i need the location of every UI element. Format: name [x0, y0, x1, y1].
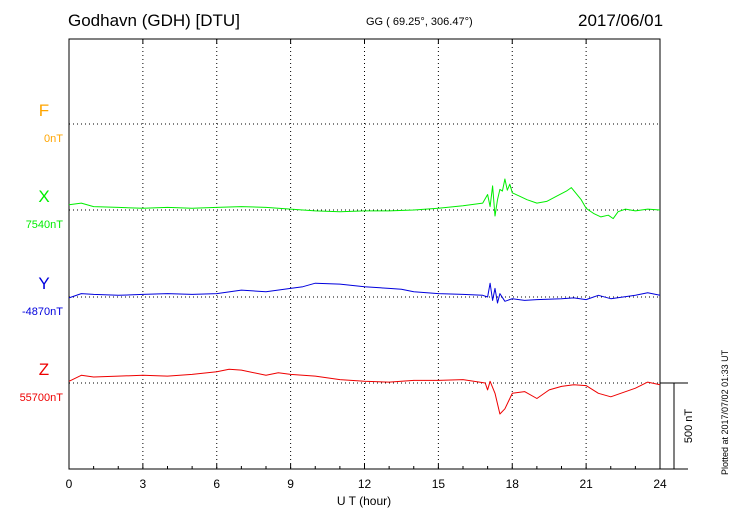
channel-letter-f: F — [39, 101, 49, 120]
series-line-z — [68, 368, 661, 415]
channel-baseline-f: 0nT — [44, 133, 63, 145]
grid-layer — [69, 39, 660, 469]
scale-bar: 500 nT — [660, 382, 695, 470]
date-label: 2017/06/01 — [578, 11, 664, 30]
series-line-y — [68, 282, 661, 304]
x-tick-label: 3 — [140, 477, 147, 491]
x-axis-label: U T (hour) — [337, 494, 391, 508]
x-tick-label: 15 — [432, 477, 446, 491]
x-tick-label: 0 — [66, 477, 73, 491]
channel-letter-x: X — [38, 187, 49, 206]
x-tick-label: 24 — [653, 477, 667, 491]
channel-baseline-y: -4870nT — [22, 306, 63, 318]
scale-bar-label: 500 nT — [683, 409, 695, 444]
series-line-x — [68, 178, 661, 220]
series-layer — [68, 178, 661, 415]
channel-baseline-z: 55700nT — [20, 392, 64, 404]
channel-baseline-x: 7540nT — [26, 219, 64, 231]
channel-labels: F 0nT X 7540nT Y -4870nT Z 55700nT — [20, 101, 64, 404]
channel-letter-y: Y — [38, 274, 49, 293]
station-title: Godhavn (GDH) [DTU] — [68, 11, 240, 30]
x-tick-label: 12 — [358, 477, 372, 491]
geographic-coordinates: GG ( 69.25°, 306.47°) — [366, 16, 473, 28]
x-tick-label: 6 — [213, 477, 220, 491]
x-tick-label: 21 — [579, 477, 593, 491]
x-tick-label: 18 — [506, 477, 520, 491]
channel-letter-z: Z — [39, 360, 49, 379]
x-axis: 0 3 6 9 12 15 18 21 24 — [66, 39, 667, 491]
x-tick-label: 9 — [287, 477, 294, 491]
